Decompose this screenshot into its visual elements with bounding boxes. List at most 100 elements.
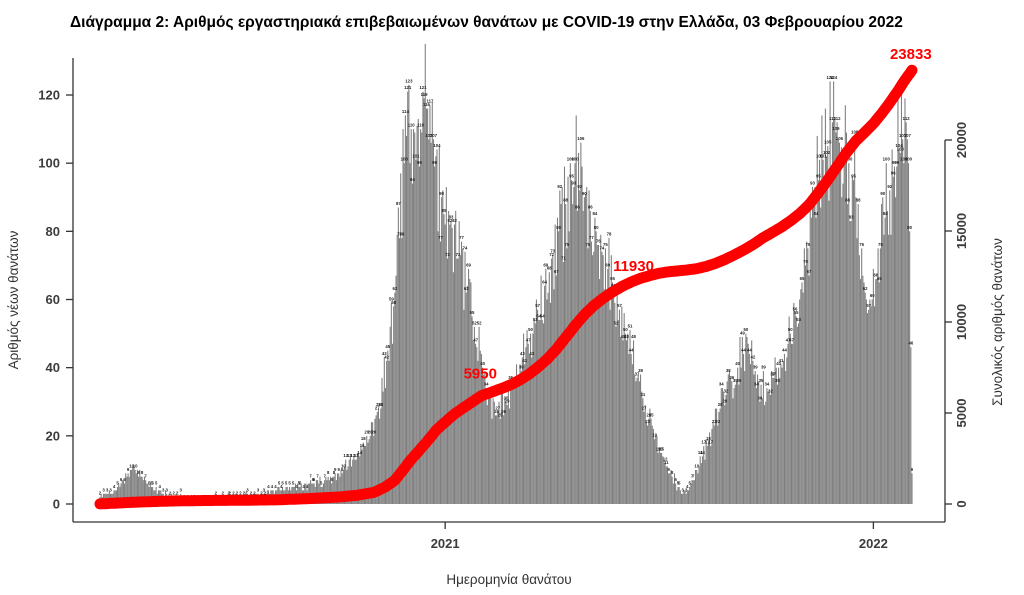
bar [122,480,124,504]
bar [455,210,457,504]
bar [654,439,656,504]
bar [781,367,783,504]
bar-value-label: 7 [692,474,695,479]
bar [434,166,436,504]
bar-value-label: 107 [904,133,912,138]
bar [513,384,515,504]
bar [549,302,551,504]
bar [520,371,522,504]
bar-value-label: 104 [896,143,904,148]
bar-value-label: 52 [472,320,477,325]
bar [650,418,652,504]
bar-value-label: 3 [246,487,249,492]
bar [795,316,797,504]
bar [682,493,684,504]
bar [806,241,808,504]
bar [120,483,122,504]
bar-value-label: 27 [375,405,380,410]
bar-value-label: 37 [635,371,640,376]
bar [435,156,437,504]
bar [691,480,693,504]
bar [349,456,351,504]
bar [885,163,887,504]
bar [477,360,479,504]
bar-value-label: 2 [245,491,248,496]
bar [480,354,482,504]
bar-value-label: 7 [316,474,319,479]
bar-value-label: 57 [535,303,540,308]
bar-value-label: 45 [385,344,390,349]
bar-value-label: 2 [239,491,242,496]
bar-value-label: 3 [162,487,165,492]
bar-value-label: 2 [243,491,246,496]
bar [808,275,810,504]
bar-value-label: 10 [129,463,134,468]
bar [596,244,598,504]
bar-value-label: 6 [123,477,126,482]
bar [528,354,530,504]
bar [386,360,388,504]
bar [841,197,843,504]
bar [317,480,319,504]
bar-value-label: 48 [624,334,629,339]
bar-value-label: 77 [438,235,443,240]
bar [121,480,123,504]
bar [429,105,431,504]
bar-value-label: 54 [536,313,541,318]
bar-value-label: 15 [658,446,663,451]
bar-value-label: 40 [480,361,485,366]
bar [453,224,456,504]
bar-value-label: 80 [594,225,599,230]
bar-value-label: 13 [343,453,348,458]
bar-value-label: 83 [849,215,854,220]
bar-value-label: 117 [426,99,434,104]
bar-value-label: 53 [796,317,801,322]
bar [553,289,555,504]
bar-value-label: 2 [99,491,102,496]
bar [835,132,837,504]
bar [129,469,131,504]
bar [600,234,602,504]
bar [673,473,676,504]
bar [499,418,501,504]
bar [900,91,903,504]
bar-value-label: 14 [357,450,362,455]
bar [869,299,871,504]
bar [817,180,819,505]
bar-value-label: 9 [911,467,914,472]
bar-value-label: 78 [607,232,612,237]
bar [324,480,326,504]
bar [632,340,635,504]
bar-value-label: 62 [863,286,868,291]
bar [871,299,873,504]
bar-value-label: 42 [384,354,389,359]
bar-value-label: 69 [605,262,610,267]
bar [607,268,609,504]
bar [459,255,461,504]
bar [404,115,406,504]
bar [848,163,850,504]
bar-value-label: 87 [396,201,401,206]
x-axis-label: Ημερομηνία θανάτου [446,572,571,587]
bar [778,367,780,504]
bar [829,81,831,504]
bar-value-label: 90 [582,191,587,196]
bar [126,476,128,504]
bar [707,442,709,504]
bar [606,289,608,504]
bar [898,149,900,505]
bar [512,381,514,504]
bar-value-label: 88 [563,198,568,203]
bar-value-label: 39 [519,365,524,370]
bar [669,473,671,504]
bar [851,176,853,505]
y-left-tick-label: 40 [46,360,60,375]
bar-value-label: 23 [712,419,717,424]
bar-value-label: 75 [586,242,591,247]
bar [856,238,858,504]
bar [833,81,835,504]
bar-value-label: 28 [718,402,723,407]
bar [823,180,825,505]
bar [500,391,502,504]
bar [771,371,773,504]
